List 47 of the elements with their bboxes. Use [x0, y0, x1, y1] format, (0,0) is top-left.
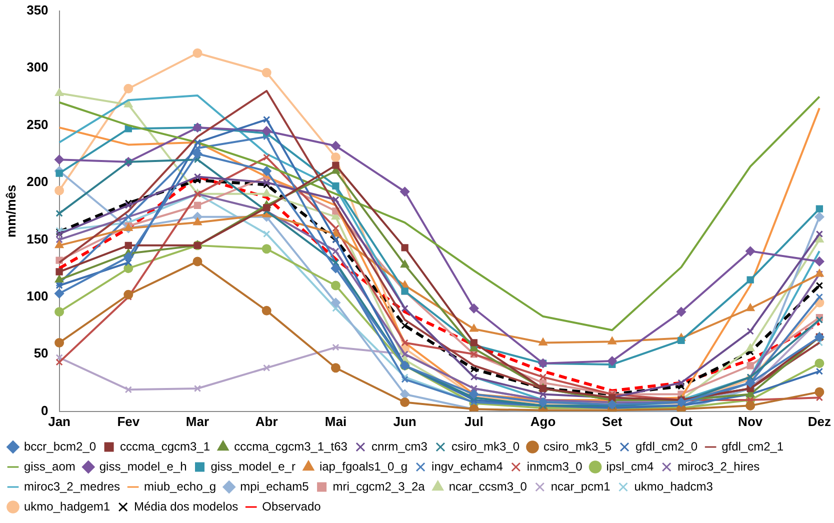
x-tick-label: Fev [117, 414, 140, 429]
y-tick-label: 200 [26, 174, 48, 190]
y-axis-title: mm/mês [3, 184, 18, 238]
y-tick-label: 300 [26, 60, 48, 75]
y-tick-label: 250 [26, 116, 48, 132]
y-tick-label: 100 [26, 288, 48, 304]
legend-label: giss_model_e_h [99, 459, 187, 474]
legend-label: miroc3_2_medres [24, 479, 120, 494]
legend-label: ncar_ccsm3_0 [448, 479, 528, 494]
y-tick-label: 350 [26, 2, 48, 18]
legend-label: Média dos modelos [134, 499, 238, 514]
x-tick-label: Ago [530, 414, 556, 429]
x-tick-label: Out [670, 414, 694, 429]
x-tick-label: Nov [738, 414, 764, 429]
legend-label: Observado [262, 499, 322, 514]
x-tick-label: Mai [324, 414, 347, 429]
legend-label: mpi_echam5 [240, 479, 310, 494]
x-tick-label: Jul [464, 414, 484, 429]
legend-label: inmcm3_0 [526, 459, 583, 474]
x-tick-label: Abr [255, 414, 278, 429]
legend-label: cccma_cgcm3_1_t63 [234, 439, 348, 454]
legend-label: cccma_cgcm3_1 [120, 439, 210, 454]
y-tick-label: 50 [34, 346, 48, 361]
legend-label: mri_cgcm2_3_2a [332, 479, 426, 494]
legend-label: gfdl_cm2_0 [636, 439, 698, 454]
legend-label: cnrm_cm3 [371, 439, 428, 454]
x-tick-label: Dez [808, 414, 832, 429]
legend-label: ingv_echam4 [432, 459, 504, 474]
legend-label: bccr_bcm2_0 [24, 439, 96, 454]
legend-label: ipsl_cm4 [606, 459, 654, 474]
legend-label: csiro_mk3_0 [451, 439, 520, 454]
legend-label: ncar_pcm1 [550, 479, 611, 494]
x-tick-label: Jun [393, 414, 416, 429]
y-tick-label: 150 [26, 231, 48, 246]
legend-label: gfdl_cm2_1 [722, 439, 784, 454]
legend-label: csiro_mk3_5 [544, 439, 612, 454]
legend-label: iap_fgoals1_0_g [319, 459, 408, 474]
x-tick-label: Jan [48, 414, 71, 429]
x-tick-label: Set [602, 414, 623, 429]
legend-label: ukmo_hadcm3 [634, 479, 714, 494]
legend-label: ukmo_hadgem1 [24, 499, 110, 514]
legend-label: miub_echo_g [144, 479, 216, 494]
legend-label: miroc3_2_hires [678, 459, 760, 474]
legend-label: giss_aom [24, 459, 76, 474]
legend-label: giss_model_e_r [210, 459, 296, 474]
x-tick-label: Mar [186, 414, 210, 429]
y-tick-label: 0 [41, 402, 48, 418]
